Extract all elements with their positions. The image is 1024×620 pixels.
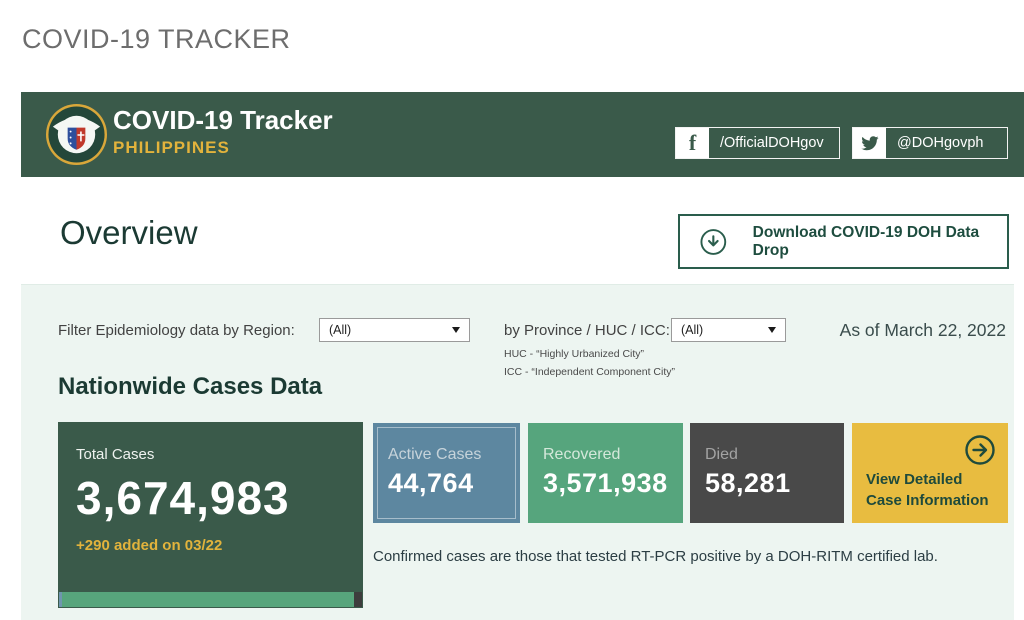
view-detailed-label: View Detailed Case Information [866, 470, 989, 510]
view-detailed-case-info-card[interactable]: View Detailed Case Information [852, 423, 1008, 523]
chevron-down-icon [768, 327, 776, 333]
header-subtitle: PHILIPPINES [113, 137, 230, 157]
total-cases-label: Total Cases [76, 446, 155, 463]
download-button-label: Download COVID-19 DOH Data Drop [752, 223, 980, 259]
chevron-down-icon [452, 327, 460, 333]
region-filter-label: Filter Epidemiology data by Region: [58, 322, 295, 339]
proportion-active-segment [59, 592, 63, 607]
region-filter-value: (All) [329, 323, 352, 337]
died-label: Died [705, 446, 738, 463]
dashboard-panel: Filter Epidemiology data by Region: (All… [21, 284, 1014, 620]
died-value: 58,281 [705, 468, 791, 498]
proportion-died-segment [354, 592, 362, 607]
twitter-badge[interactable]: @DOHgovph [852, 127, 1008, 159]
twitter-handle: @DOHgovph [897, 135, 984, 151]
case-proportion-bar [59, 592, 362, 607]
overview-title: Overview [60, 214, 198, 251]
facebook-handle: /OfficialDOHgov [720, 135, 824, 151]
died-card: Died 58,281 [690, 423, 844, 523]
province-filter-value: (All) [681, 323, 704, 337]
recovered-label: Recovered [543, 446, 621, 463]
icc-footnote: ICC - “Independent Component City” [504, 366, 675, 378]
nationwide-cases-title: Nationwide Cases Data [58, 373, 323, 400]
twitter-icon [853, 128, 886, 158]
confirmed-cases-note: Confirmed cases are those that tested RT… [373, 548, 938, 565]
arrow-right-icon [965, 435, 995, 465]
total-cases-card: Total Cases 3,674,983 +290 added on 03/2… [58, 422, 363, 608]
recovered-value: 3,571,938 [543, 468, 668, 498]
active-cases-label: Active Cases [388, 446, 482, 463]
app-header: COVID-19 Tracker PHILIPPINES f /Official… [21, 92, 1024, 177]
active-cases-value: 44,764 [388, 468, 474, 498]
doh-seal-logo [45, 103, 108, 166]
province-filter-dropdown[interactable]: (All) [671, 318, 786, 342]
facebook-badge[interactable]: f /OfficialDOHgov [675, 127, 840, 159]
header-title: COVID-19 Tracker [113, 105, 333, 135]
recovered-card: Recovered 3,571,938 [528, 423, 683, 523]
total-cases-delta: +290 added on 03/22 [76, 537, 223, 554]
huc-footnote: HUC - “Highly Urbanized City” [504, 348, 645, 360]
total-cases-value: 3,674,983 [76, 472, 290, 524]
page-title: COVID-19 TRACKER [22, 24, 291, 54]
download-data-drop-button[interactable]: Download COVID-19 DOH Data Drop [678, 214, 1009, 269]
province-filter-label: by Province / HUC / ICC: [504, 322, 670, 339]
region-filter-dropdown[interactable]: (All) [319, 318, 470, 342]
active-cases-card: Active Cases 44,764 [373, 423, 520, 523]
proportion-recovered-segment [62, 592, 355, 607]
download-icon [700, 228, 727, 255]
as-of-date: As of March 22, 2022 [839, 320, 1006, 340]
facebook-icon: f [676, 128, 709, 158]
header-titles: COVID-19 Tracker PHILIPPINES [113, 105, 333, 158]
